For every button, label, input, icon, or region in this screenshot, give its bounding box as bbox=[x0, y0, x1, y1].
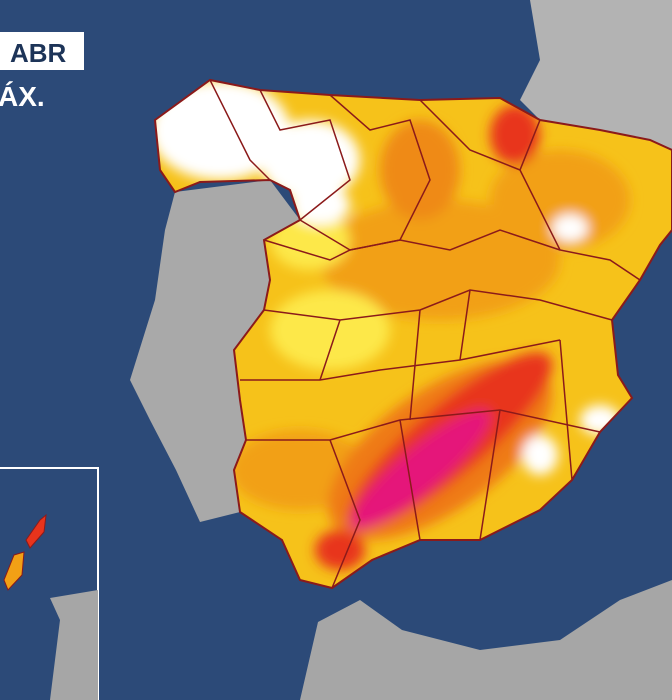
africa bbox=[300, 580, 672, 700]
subtitle: ÁX. bbox=[0, 81, 45, 112]
spain-outline bbox=[153, 78, 672, 590]
badge-text: ABR bbox=[10, 38, 67, 68]
inset-land bbox=[50, 590, 98, 700]
island bbox=[25, 513, 47, 549]
inset-frame bbox=[0, 467, 99, 700]
badge bbox=[0, 32, 84, 70]
island bbox=[3, 551, 25, 591]
portugal bbox=[130, 180, 300, 522]
france bbox=[520, 0, 672, 150]
spain-heatmap bbox=[155, 80, 672, 588]
